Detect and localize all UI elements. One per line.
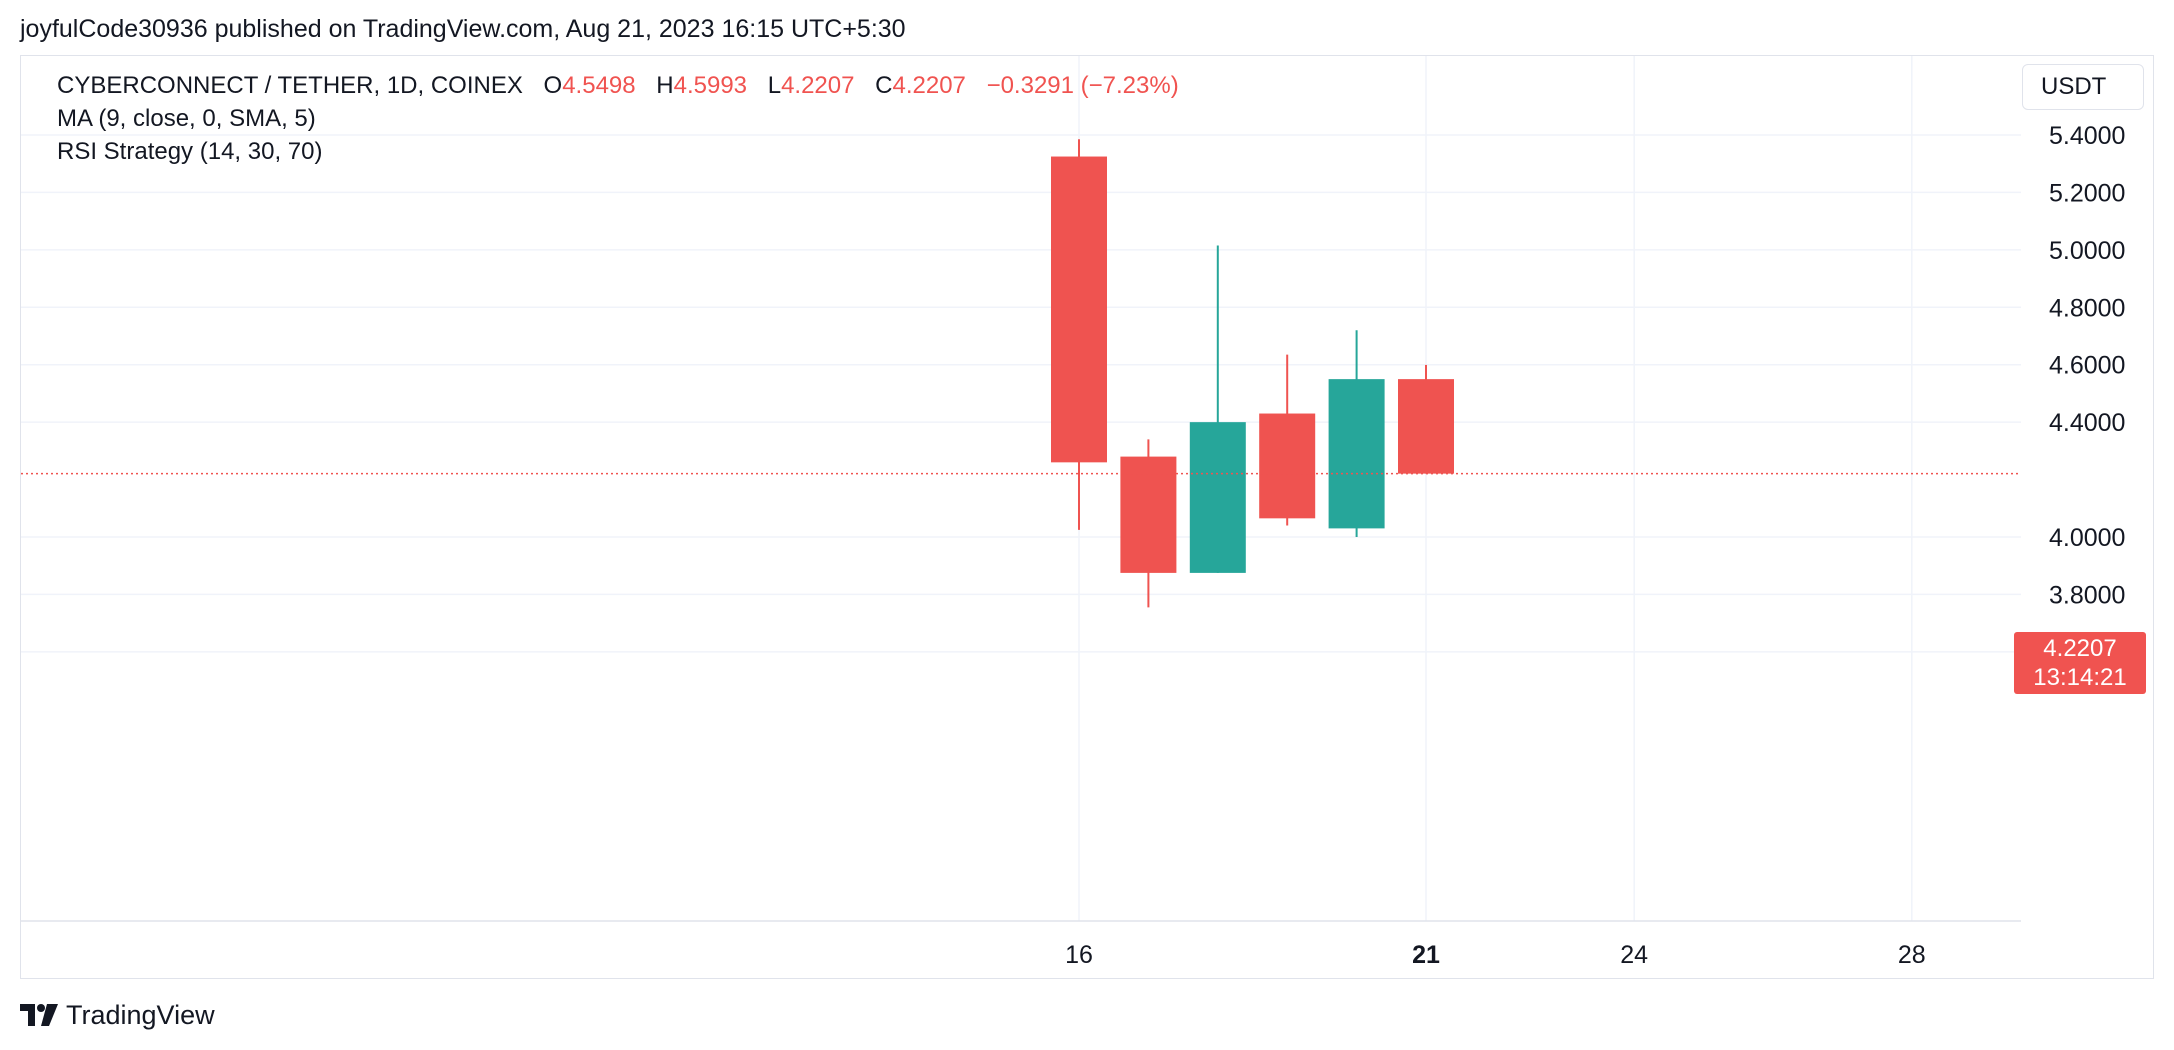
high-value: 4.5993 xyxy=(673,72,748,99)
indicator-ma-legend[interactable]: MA (9, close, 0, SMA, 5) xyxy=(57,105,316,132)
close-label: C xyxy=(875,72,893,99)
y-tick-label: 5.4000 xyxy=(2049,122,2125,150)
symbol-legend: CYBERCONNECT / TETHER, 1D, COINEX O4.549… xyxy=(57,72,1179,100)
x-tick-label: 24 xyxy=(1620,941,1648,969)
y-tick-label: 4.8000 xyxy=(2049,294,2125,322)
candle-body xyxy=(1328,379,1385,529)
x-tick-label: 21 xyxy=(1412,941,1440,969)
x-tick-label: 16 xyxy=(1065,941,1093,969)
high-label: H xyxy=(656,72,674,99)
candle-body xyxy=(1259,413,1316,519)
x-tick-label: 28 xyxy=(1898,941,1926,969)
last-price-tag: 4.2207 13:14:21 xyxy=(2014,632,2146,694)
candle-body xyxy=(1051,156,1107,463)
low-label: L xyxy=(767,72,782,99)
y-tick-label: 4.4000 xyxy=(2049,409,2125,437)
y-tick-label: 4.0000 xyxy=(2049,524,2125,552)
tradingview-logo-text: TradingView xyxy=(66,999,215,1030)
candle-body xyxy=(1189,422,1246,573)
tradingview-logo-icon xyxy=(20,1004,58,1026)
tradingview-logo[interactable]: TradingView xyxy=(20,998,215,1032)
y-tick-label: 5.0000 xyxy=(2049,237,2125,265)
chart-pane[interactable]: 5.4000 5.2000 5.0000 4.8000 4.6000 4.4000 4.00… xyxy=(20,55,2154,979)
currency-selector[interactable]: USDT xyxy=(2022,64,2144,110)
last-price-value: 4.2207 xyxy=(2043,635,2117,662)
indicator-rsi-legend[interactable]: RSI Strategy (14, 30, 70) xyxy=(57,138,323,165)
low-value: 4.2207 xyxy=(781,72,855,99)
y-tick-label: 5.2000 xyxy=(2049,179,2125,207)
y-tick-label: 4.6000 xyxy=(2049,352,2125,380)
open-label: O xyxy=(543,72,563,99)
symbol-title[interactable]: CYBERCONNECT / TETHER, 1D, COINEX xyxy=(57,72,523,99)
publish-info: joyfulCode30936 published on TradingView… xyxy=(20,15,906,43)
bar-countdown: 13:14:21 xyxy=(2033,664,2127,691)
y-tick-label: 3.8000 xyxy=(2049,581,2125,609)
candle-body xyxy=(1398,379,1454,474)
change-value: −0.3291 (−7.23%) xyxy=(986,72,1179,99)
close-value: 4.2207 xyxy=(892,72,966,99)
candle-body xyxy=(1120,456,1177,573)
candlestick-chart[interactable]: 5.4000 5.2000 5.0000 4.8000 4.6000 4.4000 4.00… xyxy=(21,56,2155,980)
open-value: 4.5498 xyxy=(562,72,636,99)
